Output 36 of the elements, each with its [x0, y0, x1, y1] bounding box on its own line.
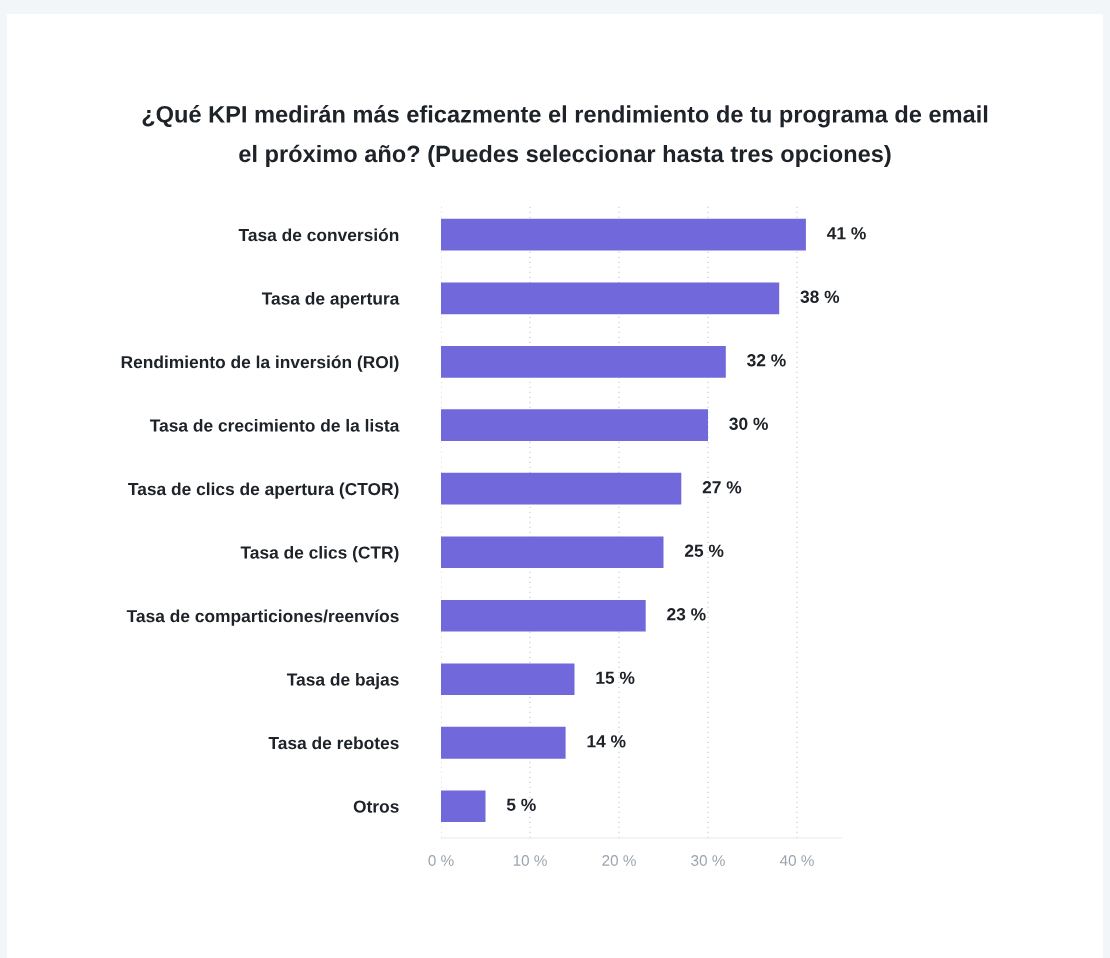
x-tick-label: 40 %: [779, 855, 814, 866]
bar: [441, 790, 486, 823]
x-tick-label: 20 %: [602, 855, 636, 866]
y-tick-label: Rendimiento de la inversión (ROI): [121, 355, 399, 372]
x-tick-label: 0 %: [428, 855, 454, 866]
y-tick-label: Tasa de bajas: [286, 672, 399, 690]
chart-title: ¿Qué KPI medirán más eficazmente el rendimiento de tu programa de email el próximo año? (Puedes seleccionar hasta tres opciones): [142, 105, 988, 167]
bar: [441, 726, 566, 759]
bar: [441, 663, 575, 696]
y-tick-label: Otros: [353, 800, 399, 813]
bar: [441, 218, 806, 251]
data-label: 14 %: [587, 735, 626, 748]
y-tick-label: Tasa de crecimiento de la lista: [149, 418, 400, 432]
data-label: 23 %: [667, 608, 706, 621]
y-tick-label: Tasa de rebotes: [268, 736, 399, 750]
data-label: 38 %: [800, 290, 840, 303]
y-tick-label: Tasa de conversión: [238, 228, 399, 242]
data-label: 32 %: [747, 354, 786, 367]
data-label: 5 %: [506, 798, 536, 811]
data-label: 41 %: [827, 227, 866, 240]
bar: [441, 536, 664, 569]
data-label: 30 %: [729, 417, 768, 430]
y-tick-label: Tasa de clics de apertura (CTOR): [128, 482, 399, 499]
data-label: 25 %: [684, 544, 724, 557]
data-label: 15 %: [596, 671, 635, 684]
x-tick-label: 30 %: [691, 855, 725, 866]
bar: [441, 472, 682, 505]
y-tick-label: Tasa de clics (CTR): [240, 545, 399, 563]
y-tick-label: Tasa de comparticiones/reenvíos: [126, 609, 399, 626]
bar: [441, 599, 646, 632]
y-tick-label: Tasa de apertura: [261, 291, 400, 309]
data-label: 27 %: [702, 481, 742, 494]
bar: [441, 345, 726, 378]
bar: [441, 282, 780, 315]
x-tick-label: 10 %: [513, 855, 547, 866]
bar: [441, 409, 708, 442]
